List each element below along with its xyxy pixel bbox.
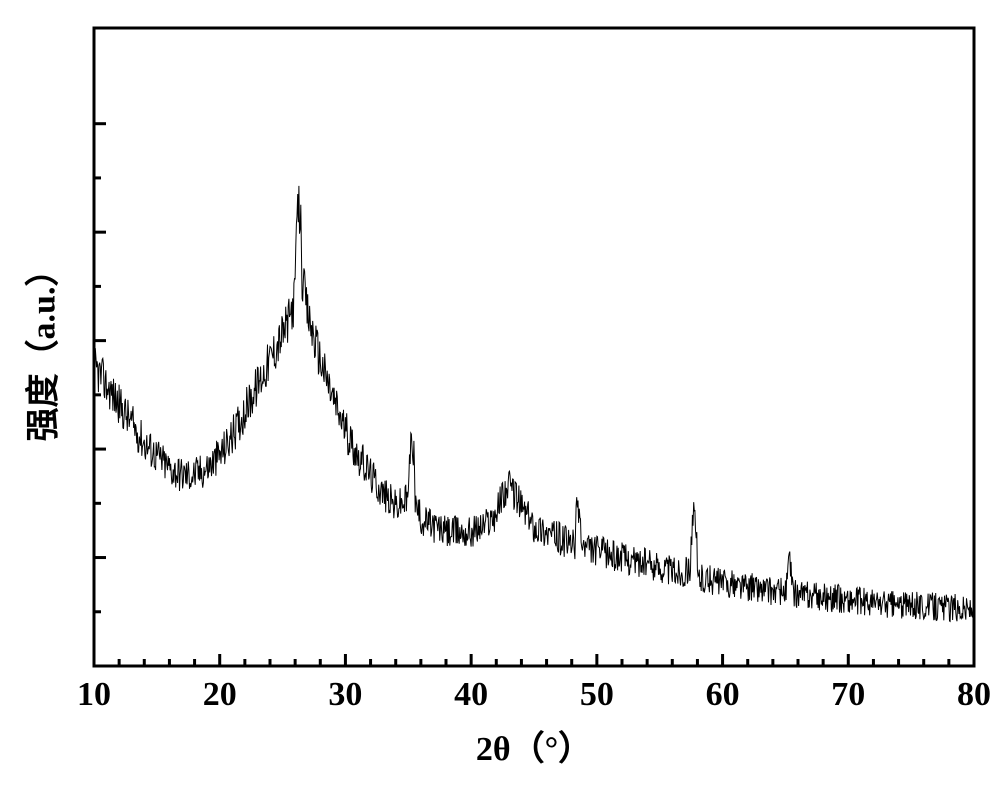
x-tick-label: 10	[77, 676, 111, 714]
y-axis-label: 强度（a.u.）	[16, 253, 65, 442]
xrd-figure: 强度（a.u.） 2θ（°） 10 20 30 40 50 60 70 80	[0, 0, 1000, 797]
x-tick-label: 60	[706, 676, 740, 714]
x-axis-label: 2θ（°）	[476, 721, 592, 770]
x-tick-label: 70	[831, 676, 865, 714]
x-tick-label: 80	[957, 676, 991, 714]
xrd-trace	[94, 186, 974, 622]
x-tick-label: 40	[454, 676, 488, 714]
x-tick-label: 20	[203, 676, 237, 714]
x-tick-label: 30	[328, 676, 362, 714]
x-tick-label: 50	[580, 676, 614, 714]
